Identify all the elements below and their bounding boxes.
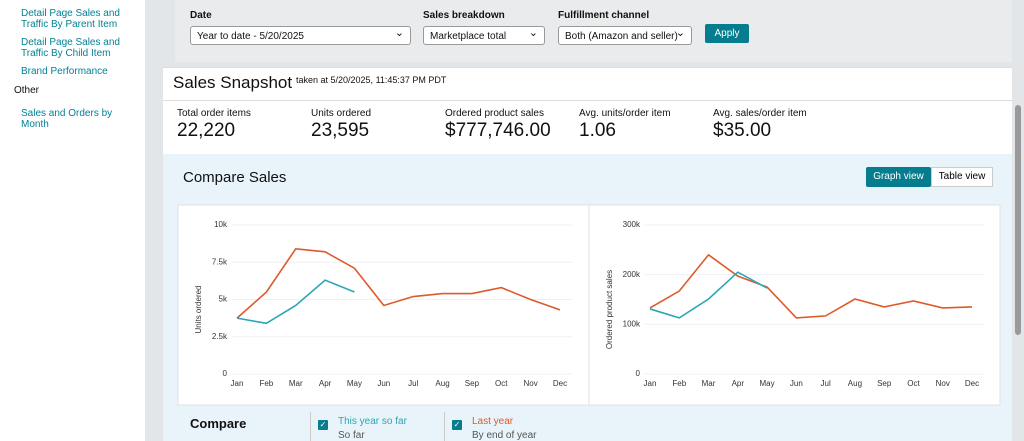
- y-axis-label: Ordered product sales: [605, 270, 614, 349]
- metric-value: 23,595: [311, 120, 370, 141]
- x-tick-label: Sep: [465, 379, 480, 388]
- x-tick-label: May: [760, 379, 775, 388]
- x-tick-label: Jan: [231, 379, 244, 388]
- metric-label: Total order items: [177, 108, 251, 119]
- y-tick-label: 10k: [214, 220, 228, 229]
- x-tick-label: Feb: [259, 379, 273, 388]
- compare-title: Compare Sales: [183, 169, 287, 186]
- legend-note: By end of year: [472, 430, 537, 441]
- x-tick-label: Aug: [848, 379, 862, 388]
- y-tick-label: 0: [636, 369, 641, 378]
- metric-value: $35.00: [713, 120, 772, 141]
- x-tick-label: Dec: [965, 379, 979, 388]
- filter-label: Date: [190, 10, 212, 21]
- nav-link[interactable]: Detail Page Sales and Traffic By Parent …: [21, 8, 120, 30]
- snapshot-time: taken at 5/20/2025, 11:45:37 PM PDT: [296, 75, 447, 85]
- checkbox[interactable]: ✓: [318, 420, 328, 430]
- y-tick-label: 2.5k: [212, 332, 228, 341]
- select[interactable]: Marketplace total: [423, 24, 545, 45]
- x-tick-label: Apr: [319, 379, 332, 388]
- divider: [444, 412, 445, 441]
- legend-entry: Last year: [472, 416, 514, 427]
- x-tick-label: Nov: [524, 379, 538, 388]
- select[interactable]: Both (Amazon and seller): [558, 24, 692, 45]
- x-tick-label: Mar: [289, 379, 303, 388]
- series-line: [649, 271, 768, 319]
- x-tick-label: Oct: [907, 379, 920, 388]
- legend-entry: This year so far: [338, 416, 407, 427]
- snapshot-title: Sales Snapshot: [173, 73, 293, 92]
- metric-value: $777,746.00: [445, 120, 551, 141]
- checkbox[interactable]: ✓: [452, 420, 462, 430]
- x-tick-label: Nov: [936, 379, 950, 388]
- x-tick-label: Oct: [495, 379, 508, 388]
- x-tick-label: Dec: [553, 379, 567, 388]
- y-tick-label: 200k: [623, 270, 641, 279]
- nav-link[interactable]: Sales and Orders by Month: [21, 108, 113, 130]
- nav-link[interactable]: Detail Page Sales and Traffic By Child I…: [21, 37, 120, 59]
- legend-note: So far: [338, 430, 365, 441]
- divider: [163, 100, 1012, 101]
- metric-label: Avg. sales/order item: [713, 108, 807, 119]
- metric-value: 22,220: [177, 120, 236, 141]
- x-tick-label: Aug: [435, 379, 449, 388]
- x-tick-label: May: [347, 379, 362, 388]
- nav-section: Other: [14, 85, 40, 96]
- x-tick-label: Jul: [821, 379, 831, 388]
- snapshot: Sales Snapshot taken at 5/20/2025, 11:45…: [163, 67, 1012, 155]
- scrollbar[interactable]: [1015, 105, 1021, 335]
- divider: [310, 412, 311, 441]
- y-tick-label: 100k: [623, 319, 641, 328]
- select[interactable]: Year to date - 5/20/2025: [190, 24, 411, 45]
- x-tick-label: Jan: [644, 379, 657, 388]
- metric-label: Units ordered: [311, 108, 372, 119]
- y-tick-label: 7.5k: [212, 257, 228, 266]
- series-line: [649, 253, 973, 319]
- x-tick-label: Feb: [672, 379, 686, 388]
- metric-label: Ordered product sales: [445, 108, 544, 119]
- y-tick-label: 300k: [623, 220, 641, 229]
- y-axis-label: Units ordered: [194, 285, 203, 333]
- x-tick-label: Apr: [732, 379, 745, 388]
- y-tick-label: 5k: [219, 295, 228, 304]
- metric-value: 1.06: [579, 120, 616, 141]
- series-line: [236, 279, 355, 325]
- x-tick-label: Sep: [877, 379, 892, 388]
- graph-view-button[interactable]: Graph view: [866, 167, 931, 187]
- x-tick-label: Jun: [377, 379, 390, 388]
- x-tick-label: Mar: [702, 379, 716, 388]
- filter-bar: Date Year to date - 5/20/2025 Sales brea…: [175, 0, 1012, 62]
- filter-label: Sales breakdown: [423, 10, 505, 21]
- series-line: [236, 247, 561, 319]
- metric-label: Avg. units/order item: [579, 108, 671, 119]
- x-tick-label: Jul: [408, 379, 418, 388]
- apply-button[interactable]: Apply: [705, 24, 749, 43]
- legend-title: Compare: [190, 416, 247, 431]
- y-tick-label: 0: [223, 369, 228, 378]
- sidebar: Detail Page Sales and Traffic By Parent …: [0, 0, 145, 441]
- filter-label: Fulfillment channel: [558, 10, 650, 21]
- table-view-button[interactable]: Table view: [931, 167, 993, 187]
- nav-link[interactable]: Brand Performance: [21, 66, 108, 77]
- x-tick-label: Jun: [790, 379, 803, 388]
